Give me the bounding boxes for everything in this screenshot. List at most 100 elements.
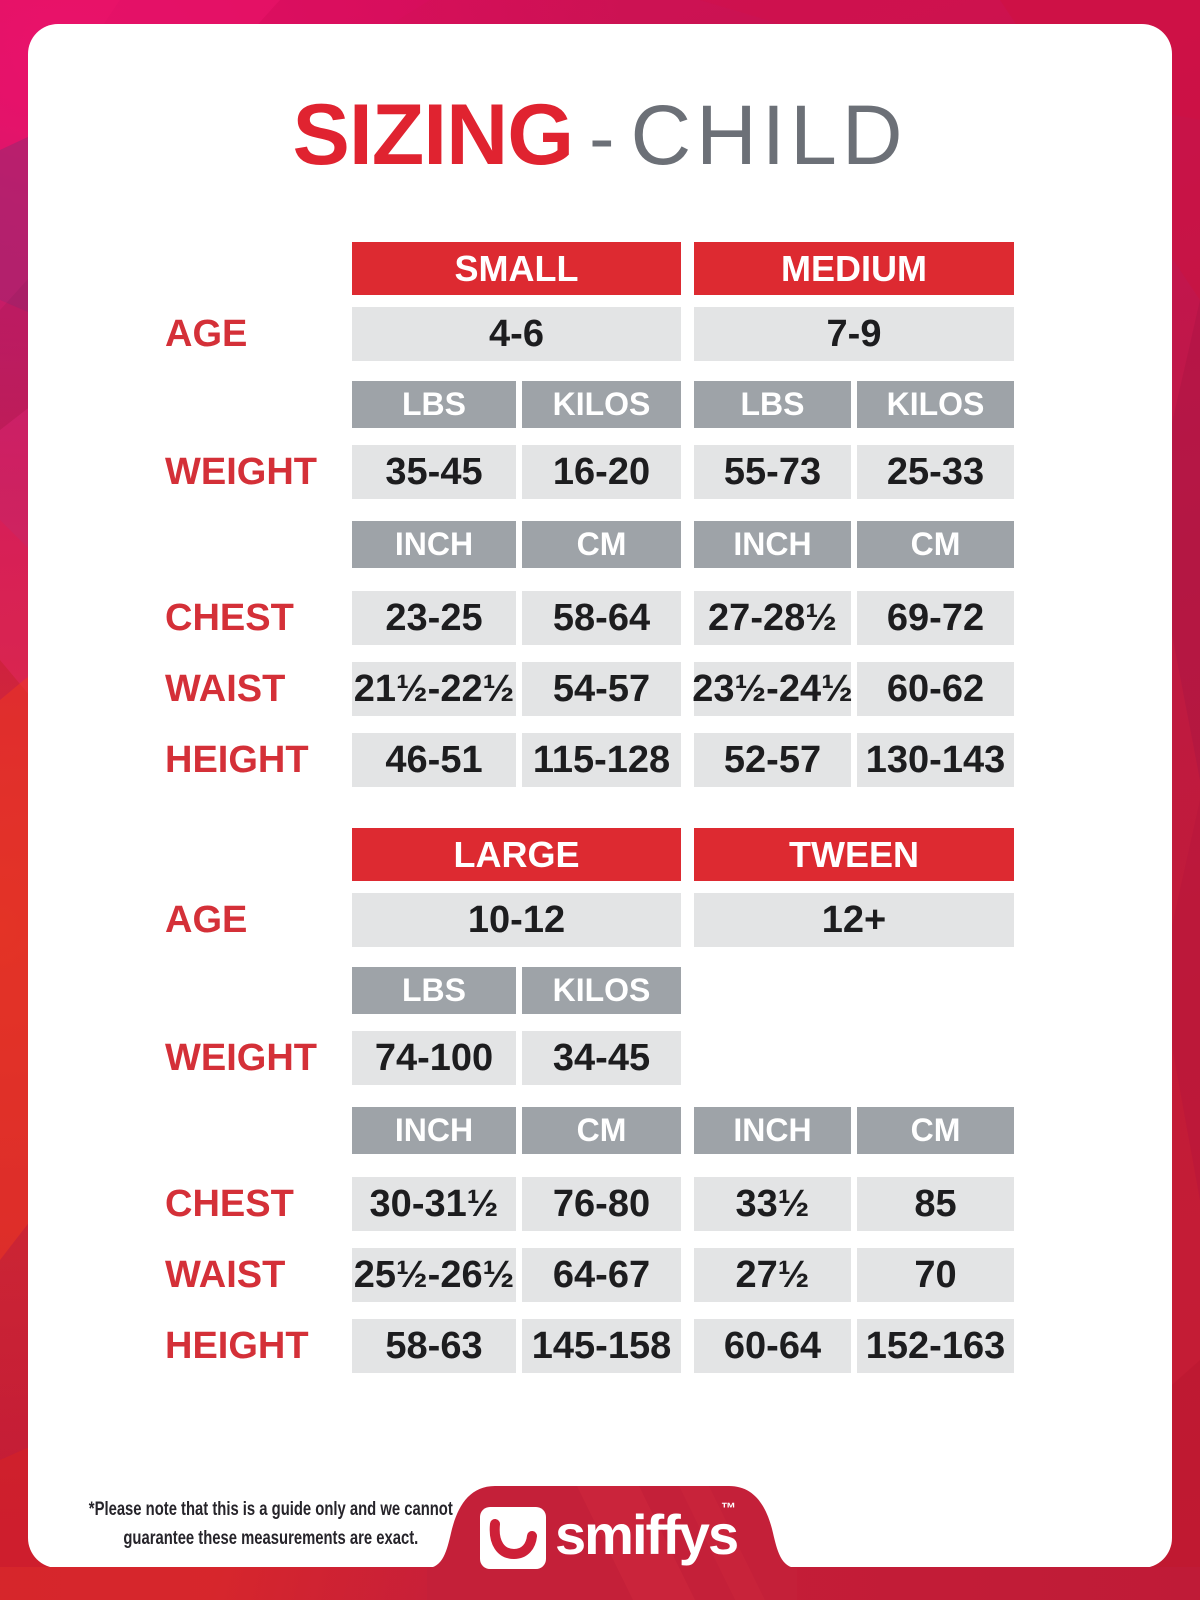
unit-header-cell: KILOS — [857, 381, 1014, 428]
measure-row: WAIST 25½-26½ 64-67 27½ 70 — [165, 1248, 1035, 1302]
footnote-line-2: guarantee these measurements are exact. — [123, 1527, 419, 1549]
weight-value-cell: 35-45 — [352, 445, 516, 499]
row-label: HEIGHT — [165, 1324, 309, 1367]
unit-header-cell: LBS — [352, 381, 516, 428]
trademark-symbol: ™ — [721, 1500, 736, 1517]
size-header-cell: MEDIUM — [694, 242, 1014, 295]
weight-value-cell: 34-45 — [522, 1031, 681, 1085]
row-label: HEIGHT — [165, 738, 309, 781]
weight-row: WEIGHT 35-45 16-20 55-73 25-33 — [165, 445, 1035, 499]
measure-value-cell: 33½ — [694, 1177, 851, 1231]
unit-header-cell: CM — [522, 1107, 681, 1154]
footnote-line-1: *Please note that this is a guide only a… — [88, 1499, 453, 1520]
size-table-large-tween: LARGE TWEEN AGE 10-12 12+ LBS KILOS WEIGHT 74-10… — [165, 828, 1035, 1373]
row-label-spacer — [165, 521, 352, 568]
weight-value-cell: 55-73 — [694, 445, 851, 499]
body-unit-header-row: INCH CM INCH CM — [165, 1107, 1035, 1154]
measure-value-cell: 64-67 — [522, 1248, 681, 1302]
weight-unit-header-row: LBS KILOS LBS KILOS — [165, 381, 1035, 428]
measure-value-cell: 27½ — [694, 1248, 851, 1302]
page-title: SIZING - CHILD — [28, 86, 1172, 185]
age-value-cell: 4-6 — [352, 307, 681, 361]
measure-value-cell: 25½-26½ — [352, 1248, 516, 1302]
measure-value-cell: 60-64 — [694, 1319, 851, 1373]
age-row: AGE 4-6 7-9 — [165, 307, 1035, 361]
measure-value-cell: 130-143 — [857, 733, 1014, 787]
smiffys-wordmark: smiffys — [555, 1503, 739, 1566]
measure-value-cell: 58-64 — [522, 591, 681, 645]
size-header-cell: LARGE — [352, 828, 681, 881]
measure-value-cell: 30-31½ — [352, 1177, 516, 1231]
measure-value-cell: 85 — [857, 1177, 1014, 1231]
title-separator: - — [589, 96, 615, 181]
body-unit-header-row: INCH CM INCH CM — [165, 521, 1035, 568]
row-label-spacer — [165, 242, 352, 295]
unit-header-cell: CM — [522, 521, 681, 568]
smile-icon — [489, 1519, 537, 1560]
row-label: WEIGHT — [165, 1036, 317, 1079]
measure-row: CHEST 30-31½ 76-80 33½ 85 — [165, 1177, 1035, 1231]
measure-value-cell: 52-57 — [694, 733, 851, 787]
size-header-cell: SMALL — [352, 242, 681, 295]
weight-unit-header-row: LBS KILOS — [165, 967, 1035, 1014]
footnote: *Please note that this is a guide only a… — [68, 1496, 474, 1553]
row-label-spacer — [165, 967, 352, 1014]
unit-header-cell: CM — [857, 1107, 1014, 1154]
measure-value-cell: 54-57 — [522, 662, 681, 716]
content-card: SIZING - CHILD SMALL MEDIUM AGE 4-6 7-9 LBS KILO… — [28, 24, 1172, 1568]
unit-header-cell: CM — [857, 521, 1014, 568]
measure-value-cell: 58-63 — [352, 1319, 516, 1373]
measure-value-cell: 115-128 — [522, 733, 681, 787]
unit-header-cell: LBS — [352, 967, 516, 1014]
measure-value-cell: 145-158 — [522, 1319, 681, 1373]
size-header-row: LARGE TWEEN — [165, 828, 1035, 881]
weight-value-cell: 25-33 — [857, 445, 1014, 499]
row-label-spacer — [165, 1107, 352, 1154]
measure-value-cell: 70 — [857, 1248, 1014, 1302]
unit-header-cell: LBS — [694, 381, 851, 428]
age-value-cell: 12+ — [694, 893, 1014, 947]
measure-row: HEIGHT 58-63 145-158 60-64 152-163 — [165, 1319, 1035, 1373]
measure-value-cell: 21½-22½ — [352, 662, 516, 716]
row-label-spacer — [165, 828, 352, 881]
size-header-row: SMALL MEDIUM — [165, 242, 1035, 295]
measure-value-cell: 60-62 — [857, 662, 1014, 716]
age-row: AGE 10-12 12+ — [165, 893, 1035, 947]
measure-value-cell: 27-28½ — [694, 591, 851, 645]
unit-header-cell: INCH — [352, 1107, 516, 1154]
smiffys-logo-mark — [480, 1507, 546, 1569]
unit-header-cell: INCH — [694, 521, 851, 568]
unit-header-cell: INCH — [352, 521, 516, 568]
weight-row: WEIGHT 74-100 34-45 — [165, 1031, 1035, 1085]
size-table-small-medium: SMALL MEDIUM AGE 4-6 7-9 LBS KILOS LBS KILOS WEIG… — [165, 242, 1035, 787]
smiffys-logo-tab: smiffys ™ — [427, 1482, 797, 1600]
row-label: CHEST — [165, 596, 294, 639]
row-label: AGE — [165, 898, 248, 941]
measure-value-cell: 69-72 — [857, 591, 1014, 645]
unit-header-cell: KILOS — [522, 967, 681, 1014]
measure-row: CHEST 23-25 58-64 27-28½ 69-72 — [165, 591, 1035, 645]
measure-value-cell: 76-80 — [522, 1177, 681, 1231]
measure-value-cell: 152-163 — [857, 1319, 1014, 1373]
row-label: WAIST — [165, 667, 286, 710]
row-label: CHEST — [165, 1182, 294, 1225]
row-label: WEIGHT — [165, 450, 317, 493]
row-label: WAIST — [165, 1253, 286, 1296]
unit-header-cell: KILOS — [522, 381, 681, 428]
measure-row: HEIGHT 46-51 115-128 52-57 130-143 — [165, 733, 1035, 787]
age-value-cell: 7-9 — [694, 307, 1014, 361]
row-label-spacer — [165, 381, 352, 428]
title-child: CHILD — [630, 88, 908, 182]
measure-value-cell: 23-25 — [352, 591, 516, 645]
row-label: AGE — [165, 312, 248, 355]
title-sizing: SIZING — [292, 87, 574, 183]
age-value-cell: 10-12 — [352, 893, 681, 947]
measure-value-cell: 23½-24½ — [692, 662, 853, 716]
measure-value-cell: 46-51 — [352, 733, 516, 787]
weight-value-cell: 74-100 — [352, 1031, 516, 1085]
unit-header-cell: INCH — [694, 1107, 851, 1154]
size-header-cell: TWEEN — [694, 828, 1014, 881]
weight-value-cell: 16-20 — [522, 445, 681, 499]
measure-row: WAIST 21½-22½ 54-57 23½-24½ 60-62 — [165, 662, 1035, 716]
